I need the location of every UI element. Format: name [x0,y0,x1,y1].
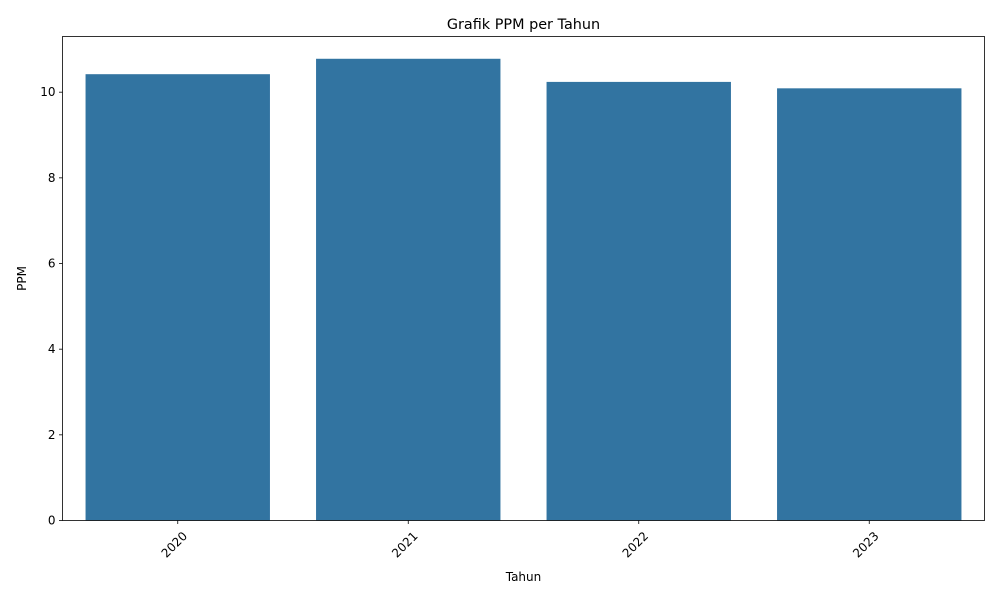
bar-2022 [546,81,731,521]
bars-group [85,58,962,521]
bar-2021 [316,58,501,521]
y-tick-label: 0 [48,514,56,528]
y-tick-label: 10 [40,85,55,99]
x-axis-label: Tahun [505,570,542,584]
y-tick-label: 6 [48,257,56,271]
y-tick-label: 8 [48,171,56,185]
y-axis: 0 2 4 6 8 10 [40,85,63,528]
bar-2023 [777,88,962,521]
y-tick-label: 2 [48,428,56,442]
y-axis-label: PPM [15,266,29,291]
bar-2020 [85,74,270,521]
chart-title: Grafik PPM per Tahun [447,17,600,33]
plot-frame [62,36,985,521]
y-tick-label: 4 [48,342,56,356]
